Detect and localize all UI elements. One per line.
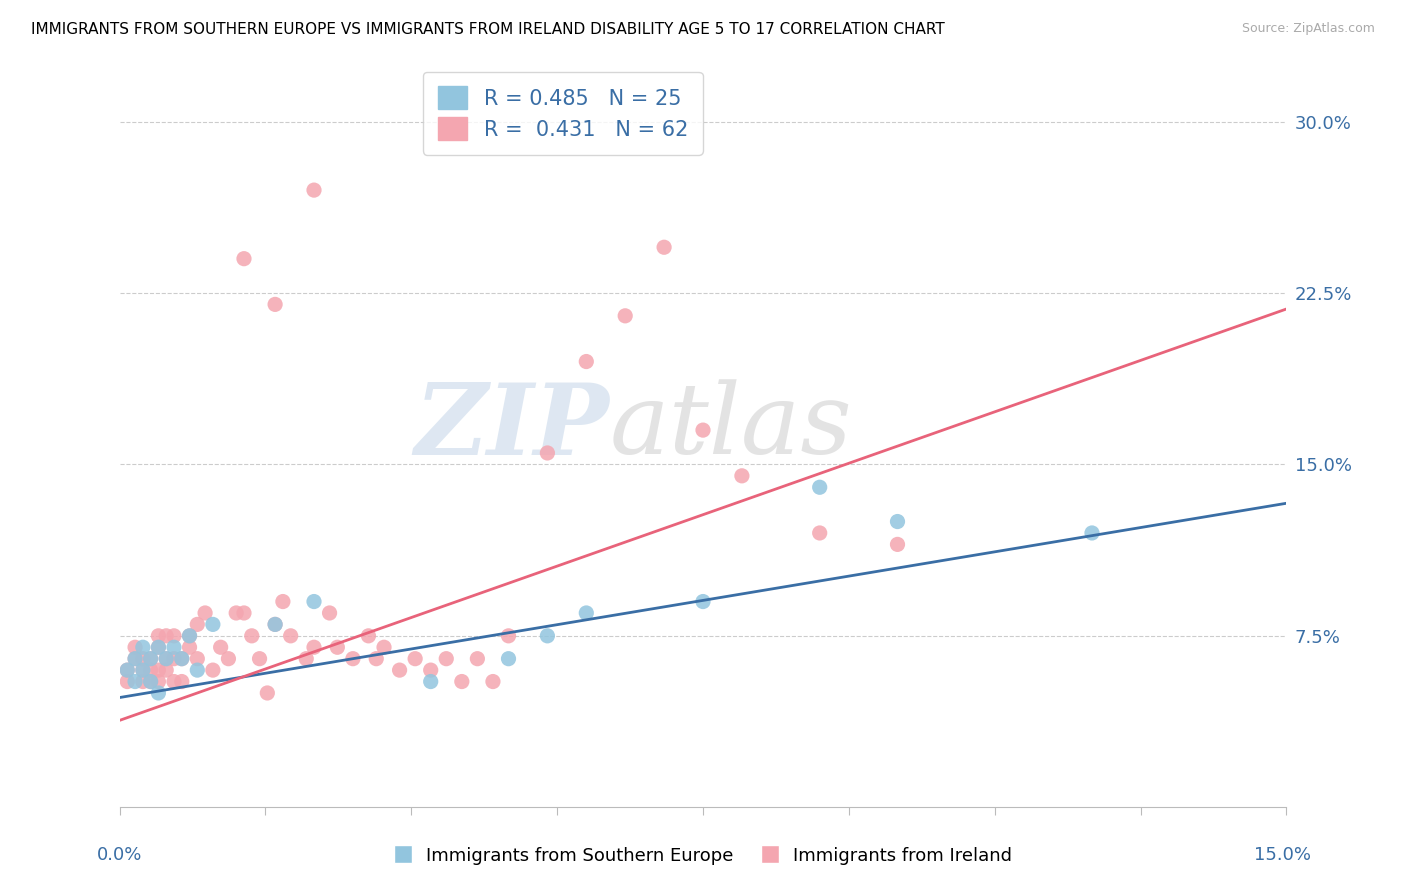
Point (318, 606, 340, 620)
Point (155, 663, 177, 677)
Point (139, 674, 162, 689)
Point (264, 617, 287, 632)
Point (201, 617, 224, 632)
Point (201, 663, 224, 677)
Point (170, 651, 193, 665)
Point (148, 640, 170, 655)
Point (163, 640, 186, 655)
Text: ZIP: ZIP (415, 379, 610, 475)
Point (117, 674, 139, 689)
Point (163, 674, 186, 689)
Point (148, 663, 170, 677)
Point (373, 640, 395, 655)
Point (170, 651, 193, 665)
Point (498, 629, 520, 643)
Point (117, 663, 139, 677)
Point (886, 515, 908, 529)
Point (209, 640, 232, 655)
Point (808, 526, 831, 541)
Point (132, 663, 155, 677)
Point (536, 629, 558, 643)
Point (536, 446, 558, 460)
Point (404, 651, 426, 665)
Point (419, 663, 441, 677)
Point (117, 663, 139, 677)
Point (155, 651, 177, 665)
Point (163, 651, 186, 665)
Point (124, 651, 146, 665)
Point (342, 651, 364, 665)
Point (434, 651, 457, 665)
Point (194, 606, 217, 620)
Text: atlas: atlas (610, 379, 852, 475)
Point (575, 354, 598, 368)
Point (388, 663, 411, 677)
Point (302, 640, 325, 655)
Point (482, 674, 505, 689)
Point (186, 651, 208, 665)
Point (139, 663, 162, 677)
Point (450, 674, 472, 689)
Point (240, 629, 263, 643)
Point (249, 651, 271, 665)
Point (302, 183, 325, 197)
Text: Source: ZipAtlas.com: Source: ZipAtlas.com (1241, 22, 1375, 36)
Text: 0.0%: 0.0% (97, 846, 142, 863)
Point (419, 674, 441, 689)
Point (186, 663, 208, 677)
Legend: R = 0.485   N = 25, R =  0.431   N = 62: R = 0.485 N = 25, R = 0.431 N = 62 (423, 71, 703, 154)
Point (217, 651, 239, 665)
Point (179, 640, 201, 655)
Point (148, 674, 170, 689)
Point (163, 629, 186, 643)
Point (124, 674, 146, 689)
Point (148, 686, 170, 700)
Legend: Immigrants from Southern Europe, Immigrants from Ireland: Immigrants from Southern Europe, Immigra… (387, 839, 1019, 872)
Point (886, 537, 908, 551)
Point (124, 651, 146, 665)
Point (652, 240, 675, 254)
Point (179, 629, 201, 643)
Point (692, 423, 714, 437)
Point (575, 606, 598, 620)
Point (186, 617, 208, 632)
Point (139, 651, 162, 665)
Point (139, 674, 162, 689)
Point (155, 629, 177, 643)
Point (280, 629, 302, 643)
Text: IMMIGRANTS FROM SOUTHERN EUROPE VS IMMIGRANTS FROM IRELAND DISABILITY AGE 5 TO 1: IMMIGRANTS FROM SOUTHERN EUROPE VS IMMIG… (31, 22, 945, 37)
Point (302, 594, 325, 608)
Point (366, 651, 388, 665)
Point (357, 629, 380, 643)
Point (225, 606, 247, 620)
Point (139, 651, 162, 665)
Point (264, 297, 287, 311)
Point (132, 663, 155, 677)
Point (1081, 526, 1104, 541)
Point (614, 309, 637, 323)
Point (148, 640, 170, 655)
Point (233, 252, 256, 266)
Point (467, 651, 489, 665)
Point (498, 651, 520, 665)
Point (256, 686, 278, 700)
Point (271, 594, 294, 608)
Point (179, 629, 201, 643)
Point (731, 468, 754, 483)
Point (170, 674, 193, 689)
Point (808, 480, 831, 494)
Point (326, 640, 349, 655)
Point (295, 651, 318, 665)
Point (692, 594, 714, 608)
Text: 15.0%: 15.0% (1254, 846, 1310, 863)
Point (155, 651, 177, 665)
Point (264, 617, 287, 632)
Point (132, 640, 155, 655)
Point (148, 629, 170, 643)
Point (124, 640, 146, 655)
Point (233, 606, 256, 620)
Point (132, 674, 155, 689)
Point (132, 651, 155, 665)
